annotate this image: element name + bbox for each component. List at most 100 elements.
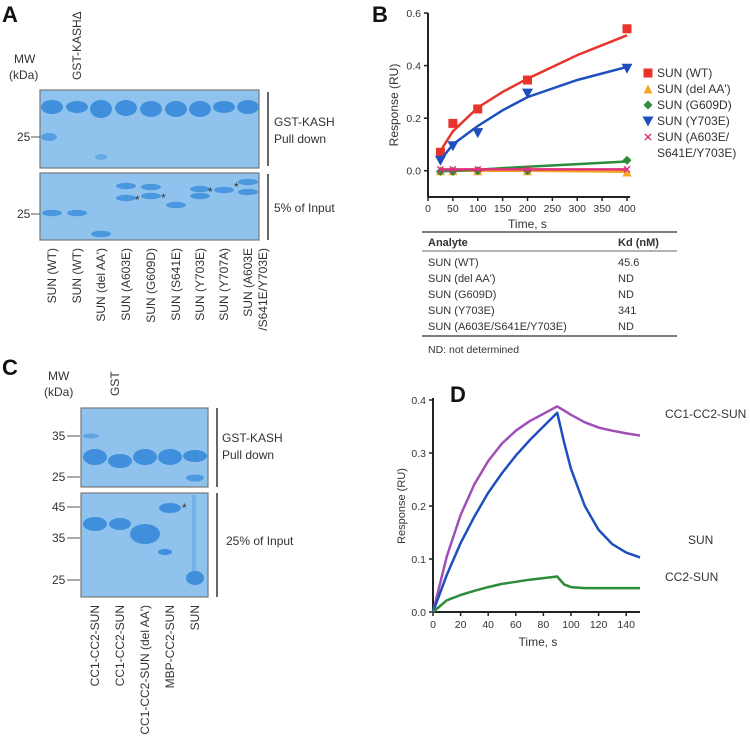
lane-label: SUN (Y703E) <box>193 248 207 321</box>
chart-b: 0.0 0.2 0.4 0.6 0 50 100 150 200 250 300 350 400 Time… <box>387 8 736 231</box>
data-point <box>623 165 631 173</box>
protein-band <box>189 101 211 117</box>
table-cell-kd: ND <box>618 321 634 333</box>
y-tick-label: 0.2 <box>411 501 426 513</box>
table-cell-kd: ND <box>618 289 634 301</box>
protein-band <box>108 454 132 468</box>
chart-d: 0.0 0.1 0.2 0.3 0.4 0 20 40 60 80 100 120 140 Time, s… <box>396 395 746 649</box>
protein-band <box>190 192 210 200</box>
lane-label: /S641E/Y703E) <box>256 248 270 331</box>
protein-band <box>214 186 234 194</box>
star-marker: * <box>208 185 213 199</box>
data-point <box>621 63 633 74</box>
x-tick-label: 120 <box>590 619 608 631</box>
pulldown-label: Pull down <box>274 132 326 146</box>
data-point <box>622 24 632 34</box>
protein-band <box>238 178 258 186</box>
x-tick-label: 0 <box>425 203 431 215</box>
x-tick-label: 60 <box>510 619 522 631</box>
legend-marker <box>643 100 653 110</box>
fit-line <box>439 34 628 152</box>
protein-band <box>158 449 182 465</box>
x-tick-label: 140 <box>617 619 635 631</box>
x-axis-label: Time, s <box>519 635 558 649</box>
x-tick-label: 40 <box>482 619 494 631</box>
protein-band <box>159 503 181 513</box>
protein-band <box>141 192 161 200</box>
pulldown-label: GST-KASH <box>274 115 335 129</box>
legend-label: SUN (Y703E) <box>657 114 730 128</box>
protein-band <box>186 571 204 585</box>
data-point <box>523 165 532 173</box>
protein-band <box>141 183 161 191</box>
data-point <box>449 165 457 173</box>
lane-label: SUN (Y707A) <box>217 248 231 321</box>
gel-bottom <box>39 172 260 241</box>
protein-smear <box>192 495 196 575</box>
x-tick-label: 100 <box>562 619 580 631</box>
protein-band <box>130 524 160 544</box>
input-label: 5% of Input <box>274 201 335 215</box>
pulldown-label: Pull down <box>222 448 274 462</box>
protein-band <box>158 549 172 555</box>
marker-25-top: 25 <box>17 130 31 144</box>
data-point <box>473 104 483 114</box>
kda-label: (kDa) <box>44 385 73 399</box>
protein-band <box>237 100 259 114</box>
table-cell-analyte: SUN (Y703E) <box>428 305 495 317</box>
series-label: CC1-CC2-SUN <box>665 407 746 421</box>
lane-labels: SUN (WT) SUN (WT) SUN (del AA') SUN (A603E)… <box>45 248 270 331</box>
data-point <box>622 155 632 165</box>
y-tick-label: 0.4 <box>411 395 426 407</box>
protein-band <box>109 518 131 530</box>
lane-label: SUN (A603E) <box>119 248 133 321</box>
x-tick-label: 80 <box>538 619 550 631</box>
gel-top <box>80 407 209 488</box>
control-lane-label: GST-KASHΔ <box>70 11 84 80</box>
table-cell-analyte: SUN (G609D) <box>428 289 496 301</box>
y-tick-label: 0.1 <box>411 554 426 566</box>
x-tick-label: 250 <box>544 203 562 215</box>
star-marker: * <box>182 501 187 515</box>
lane-label: SUN (del AA') <box>94 248 108 322</box>
table-footnote: ND: not determined <box>428 344 519 356</box>
protein-band <box>116 194 136 202</box>
protein-band <box>91 230 111 238</box>
data-point <box>523 75 532 85</box>
panel-d-label: D <box>450 382 466 407</box>
series-label: CC2-SUN <box>665 570 718 584</box>
y-tick-label: 0.2 <box>406 113 421 125</box>
panel-a-label: A <box>2 2 18 27</box>
legend-marker <box>642 116 654 127</box>
pulldown-label: GST-KASH <box>222 431 283 445</box>
table-cell-analyte: SUN (WT) <box>428 257 479 269</box>
y-axis-label: Response (RU) <box>396 468 408 544</box>
lane-label: SUN (WT) <box>70 248 84 303</box>
table-body: SUN (WT) 45.6 SUN (del AA') ND SUN (G609D) ND… <box>428 257 639 333</box>
series-line <box>432 575 640 613</box>
series-line <box>431 405 641 613</box>
y-tick-label: 0.0 <box>411 607 426 619</box>
lane-label: CC1-CC2-SUN (del AA') <box>138 605 152 735</box>
data-point <box>474 165 482 173</box>
table-header: Analyte <box>428 237 468 249</box>
data-point <box>434 155 446 166</box>
protein-band <box>66 101 88 113</box>
protein-band <box>95 154 107 160</box>
lane-label: SUN (S641E) <box>169 248 183 321</box>
marker-25-bottom: 25 <box>17 207 31 221</box>
data-point <box>522 88 533 99</box>
gel-a: * * * * <box>39 89 260 241</box>
x-tick-label: 200 <box>519 203 537 215</box>
star-marker: * <box>161 191 166 205</box>
data-point <box>436 165 444 173</box>
x-tick-label: 100 <box>469 203 487 215</box>
table-cell-kd: 45.6 <box>618 257 639 269</box>
protein-band <box>140 101 162 117</box>
data-point <box>447 141 459 152</box>
data-point <box>472 128 484 139</box>
x-tick-label: 20 <box>455 619 467 631</box>
protein-band <box>166 201 186 209</box>
mw-label: MW <box>48 369 70 383</box>
